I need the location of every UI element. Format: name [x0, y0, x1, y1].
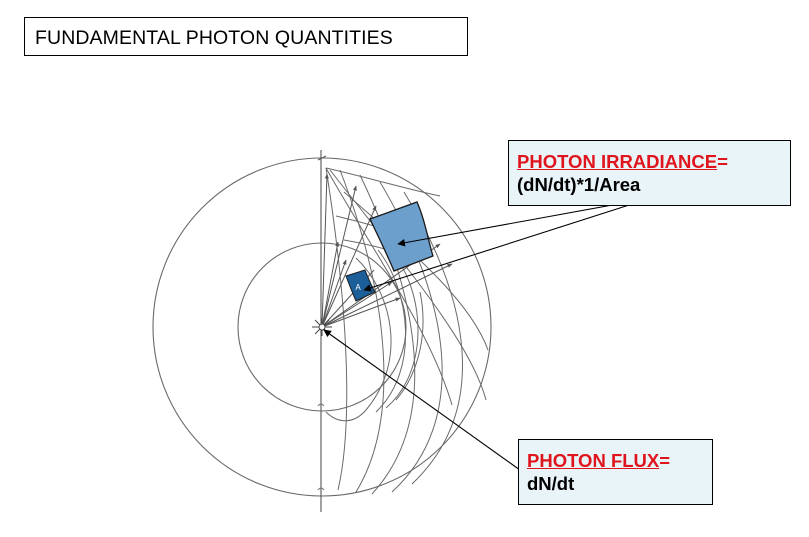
irradiance-formula: (dN/dt)*1/Area	[517, 174, 641, 195]
inner-area-patch	[345, 269, 376, 302]
inner-sphere	[237, 242, 407, 412]
photon-rays	[321, 173, 453, 328]
inner-patch-label: A	[355, 283, 361, 292]
flux-callout: PHOTON FLUX= dN/dt	[518, 439, 713, 505]
irradiance-pointer-inner	[363, 197, 652, 292]
irradiance-callout: PHOTON IRRADIANCE= (dN/dt)*1/Area	[508, 140, 791, 206]
outer-area-patch	[369, 201, 434, 272]
flux-pointer	[323, 329, 521, 471]
flux-equals: =	[659, 450, 671, 471]
photon-source-icon	[312, 318, 332, 336]
flux-formula: dN/dt	[527, 473, 575, 494]
irradiance-equals: =	[717, 151, 728, 172]
flux-heading: PHOTON FLUX	[527, 450, 660, 471]
irradiance-heading: PHOTON IRRADIANCE	[517, 151, 718, 172]
page-title: FUNDAMENTAL PHOTON QUANTITIES	[24, 17, 468, 56]
